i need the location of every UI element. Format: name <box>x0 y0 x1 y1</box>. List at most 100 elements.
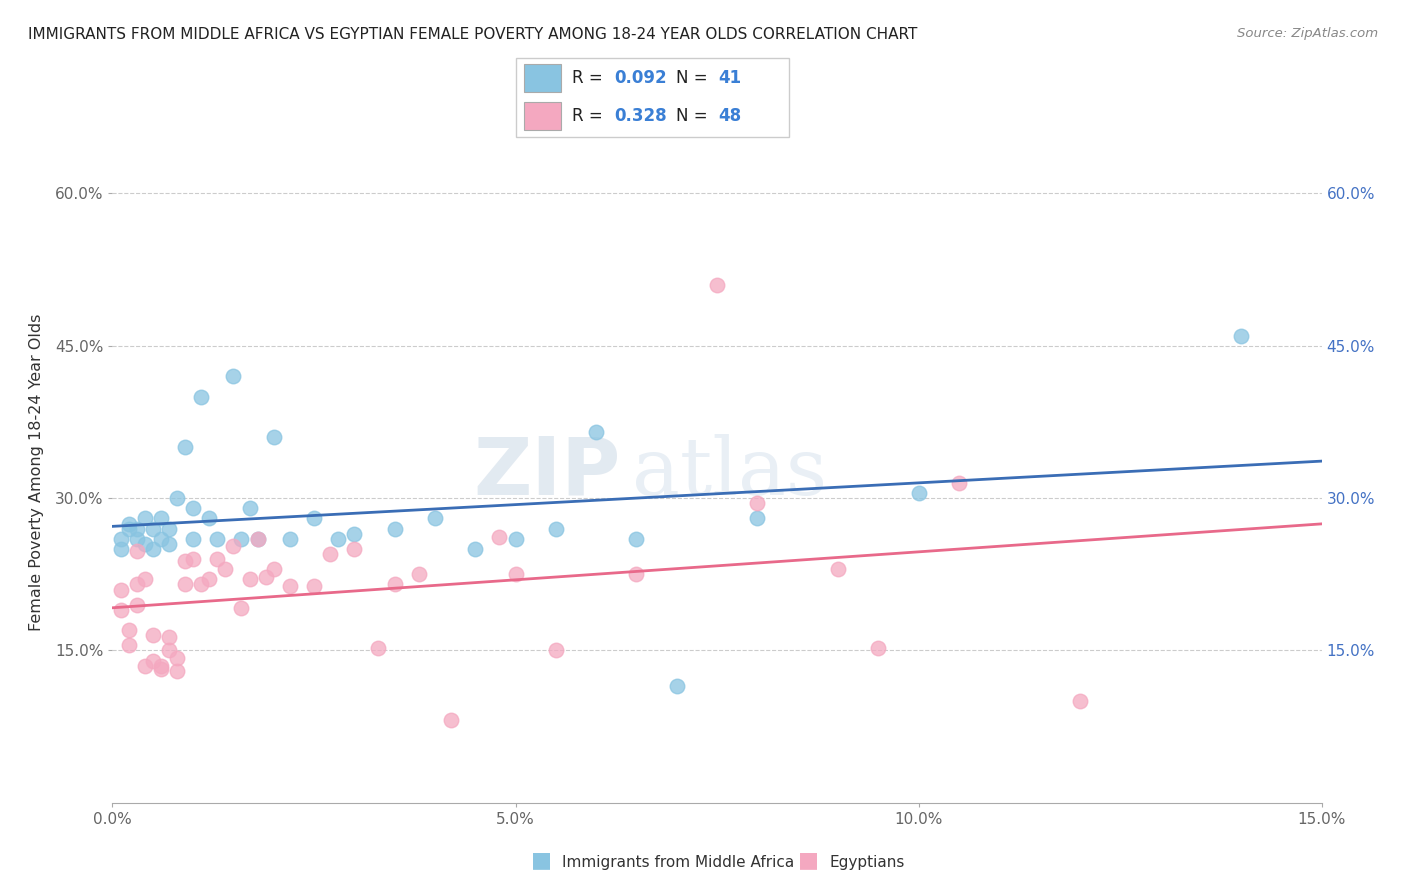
Point <box>198 511 221 525</box>
Point <box>110 532 132 546</box>
Point <box>408 567 430 582</box>
Point <box>343 541 366 556</box>
Point <box>1069 694 1091 708</box>
Point <box>585 425 607 439</box>
Point <box>464 541 486 556</box>
Point <box>117 516 139 531</box>
Point <box>254 570 277 584</box>
Point <box>238 501 260 516</box>
Point <box>626 567 648 582</box>
Point <box>142 522 165 536</box>
Point <box>246 532 269 546</box>
Text: 48: 48 <box>718 107 741 125</box>
Text: 0.092: 0.092 <box>614 70 666 87</box>
Point <box>142 628 165 642</box>
Point <box>278 580 301 594</box>
Point <box>110 541 132 556</box>
Point <box>174 554 197 568</box>
Point <box>263 430 285 444</box>
Text: ■: ■ <box>799 850 818 870</box>
Point <box>117 623 139 637</box>
Point <box>117 522 139 536</box>
Point <box>181 501 204 516</box>
Point <box>134 537 156 551</box>
Point <box>190 577 212 591</box>
Point <box>423 511 446 525</box>
Text: 0.328: 0.328 <box>614 107 666 125</box>
Point <box>125 522 148 536</box>
Point <box>505 532 527 546</box>
Y-axis label: Female Poverty Among 18-24 Year Olds: Female Poverty Among 18-24 Year Olds <box>30 314 44 632</box>
Point <box>263 562 285 576</box>
Point <box>440 713 463 727</box>
Point <box>142 541 165 556</box>
Point <box>231 532 253 546</box>
Point <box>1230 328 1253 343</box>
Point <box>157 630 180 644</box>
Point <box>222 369 245 384</box>
FancyBboxPatch shape <box>524 103 561 130</box>
Text: ■: ■ <box>531 850 551 870</box>
Point <box>134 573 156 587</box>
Point <box>166 664 188 678</box>
Text: Immigrants from Middle Africa: Immigrants from Middle Africa <box>562 855 794 870</box>
Point <box>278 532 301 546</box>
Point <box>907 486 929 500</box>
Point <box>328 532 350 546</box>
Point <box>110 582 132 597</box>
Point <box>384 522 406 536</box>
Point <box>125 598 148 612</box>
Point <box>488 530 510 544</box>
Point <box>231 600 253 615</box>
Point <box>222 539 245 553</box>
Point <box>149 532 172 546</box>
Point <box>149 658 172 673</box>
Point <box>174 577 197 591</box>
Point <box>207 532 229 546</box>
Point <box>505 567 527 582</box>
Point <box>665 679 688 693</box>
Point <box>626 532 648 546</box>
Point <box>367 641 389 656</box>
Point <box>948 475 970 490</box>
Point <box>190 390 212 404</box>
FancyBboxPatch shape <box>524 64 561 92</box>
Point <box>149 511 172 525</box>
Point <box>142 654 165 668</box>
Point <box>343 526 366 541</box>
Point <box>544 643 567 657</box>
Point <box>302 511 325 525</box>
Point <box>706 277 728 292</box>
Point <box>125 532 148 546</box>
Point <box>181 532 204 546</box>
Point <box>246 532 269 546</box>
Point <box>181 552 204 566</box>
Point <box>166 491 188 505</box>
FancyBboxPatch shape <box>516 58 789 136</box>
Point <box>868 641 890 656</box>
Point <box>125 577 148 591</box>
Point <box>207 552 229 566</box>
Text: ZIP: ZIP <box>472 434 620 512</box>
Point <box>125 544 148 558</box>
Point <box>302 580 325 594</box>
Point <box>157 643 180 657</box>
Text: Source: ZipAtlas.com: Source: ZipAtlas.com <box>1237 27 1378 40</box>
Point <box>157 522 180 536</box>
Point <box>827 562 849 576</box>
Text: N =: N = <box>676 70 713 87</box>
Point <box>747 496 769 510</box>
Point <box>747 511 769 525</box>
Text: 41: 41 <box>718 70 741 87</box>
Point <box>238 573 260 587</box>
Point <box>214 562 236 576</box>
Point <box>149 662 172 676</box>
Text: R =: R = <box>572 70 609 87</box>
Point <box>134 658 156 673</box>
Point <box>174 441 197 455</box>
Point <box>134 511 156 525</box>
Text: atlas: atlas <box>633 434 828 512</box>
Text: IMMIGRANTS FROM MIDDLE AFRICA VS EGYPTIAN FEMALE POVERTY AMONG 18-24 YEAR OLDS C: IMMIGRANTS FROM MIDDLE AFRICA VS EGYPTIA… <box>28 27 918 42</box>
Point <box>384 577 406 591</box>
Point <box>117 639 139 653</box>
